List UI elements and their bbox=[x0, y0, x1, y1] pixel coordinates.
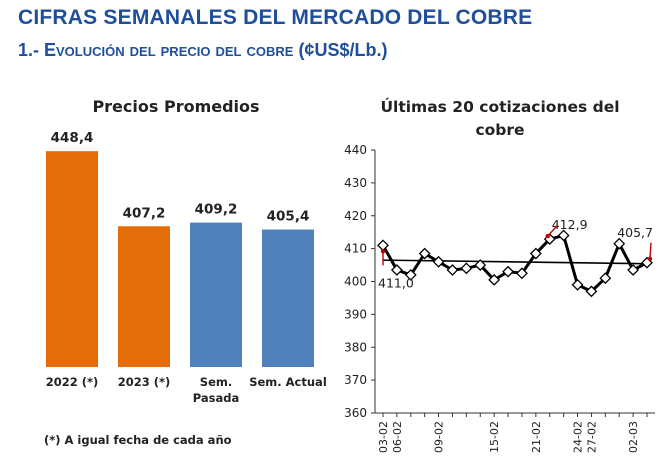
bar-value-label-2: 409,2 bbox=[195, 202, 238, 218]
bar-chart-average-prices: Precios Promedios 448,4 2022 (*) 407,2 2023… bbox=[44, 97, 327, 447]
bar-group: 448,4 2022 (*) 407,2 2023 (*) 409,2 Sem. Pasad… bbox=[46, 130, 327, 405]
data-point-19 bbox=[641, 256, 653, 269]
x-tick-label-15-02: 15-02 bbox=[488, 421, 501, 453]
data-point-9 bbox=[502, 265, 514, 278]
y-tick-label-410: 410 bbox=[344, 242, 367, 256]
line-chart-axes: 360 370 380 390 400 410 420 430 440 03-02 06-02 09-… bbox=[344, 143, 655, 453]
data-point-10 bbox=[516, 267, 528, 280]
annotation-label-0: 411,0 bbox=[378, 275, 414, 290]
bar-category-label-1-0: 2023 (*) bbox=[118, 375, 171, 389]
subtitle-body: volución del precio del cobre bbox=[56, 40, 294, 60]
data-point-2 bbox=[404, 269, 417, 281]
x-tick-label-06-02: 06-02 bbox=[391, 421, 404, 453]
bar-value-label-0: 448,4 bbox=[51, 130, 94, 146]
data-point-11 bbox=[529, 247, 542, 260]
annotation-label-1: 412,9 bbox=[552, 217, 588, 232]
data-point-17 bbox=[613, 237, 626, 250]
annotation-arrow-2 bbox=[649, 242, 652, 259]
subtitle-prefix: 1.- E bbox=[18, 40, 57, 60]
y-tick-label-440: 440 bbox=[344, 143, 367, 157]
data-point-7 bbox=[474, 259, 487, 271]
annotation-arrow-1 bbox=[547, 224, 559, 237]
page-subtitle: 1.- Evolución del precio del cobre (¢US$… bbox=[18, 40, 387, 61]
y-tick-label-420: 420 bbox=[344, 209, 367, 223]
data-point-14 bbox=[571, 278, 584, 291]
x-tick-label-03-02: 03-02 bbox=[377, 421, 390, 453]
y-tick-label-390: 390 bbox=[344, 307, 367, 321]
bar-chart-title: Precios Promedios bbox=[92, 97, 259, 116]
data-point-8 bbox=[488, 273, 501, 286]
x-tick-label-21-02: 21-02 bbox=[530, 421, 543, 453]
x-tick-label-02-03: 02-03 bbox=[627, 421, 640, 453]
annotation-arrow-head-1 bbox=[545, 233, 550, 239]
bar-category-label-2-0: Sem. bbox=[200, 375, 232, 389]
annotation-label-2: 405,7 bbox=[617, 225, 653, 240]
data-point-12 bbox=[543, 233, 556, 246]
line-chart-title-line-2: cobre bbox=[475, 121, 524, 139]
x-tick-label-09-02: 09-02 bbox=[433, 421, 446, 453]
y-tick-label-430: 430 bbox=[344, 176, 367, 190]
y-tick-label-400: 400 bbox=[344, 275, 367, 289]
bar-3 bbox=[262, 229, 314, 367]
page-title: CIFRAS SEMANALES DEL MERCADO DEL COBRE bbox=[18, 6, 533, 29]
bar-1 bbox=[118, 226, 170, 367]
x-tick-label-27-02: 27-02 bbox=[585, 421, 598, 453]
bar-category-label-0-0: 2022 (*) bbox=[46, 375, 99, 389]
bar-category-label-2-1: Pasada bbox=[193, 391, 239, 405]
data-point-4 bbox=[432, 255, 445, 268]
y-tick-label-360: 360 bbox=[344, 406, 367, 420]
subtitle-unit: (¢US$/Lb.) bbox=[298, 40, 388, 60]
bar-value-label-3: 405,4 bbox=[267, 209, 310, 225]
bar-chart-note: (*) A igual fecha de cada año bbox=[44, 433, 232, 447]
bar-category-label-3-0: Sem. Actual bbox=[249, 375, 327, 389]
trend-line bbox=[382, 259, 648, 265]
data-point-13 bbox=[557, 229, 570, 242]
data-point-0 bbox=[377, 239, 389, 252]
data-point-6 bbox=[460, 262, 473, 275]
data-point-15 bbox=[585, 285, 598, 298]
bar-value-label-1: 407,2 bbox=[123, 205, 166, 221]
y-tick-label-370: 370 bbox=[344, 373, 367, 387]
annotation-arrow-head-0 bbox=[380, 249, 386, 254]
annotation-arrow-head-2 bbox=[647, 256, 653, 261]
bar-2 bbox=[190, 222, 242, 367]
line-chart-marks: 411,0 412,9 405,7 bbox=[377, 217, 653, 298]
data-point-16 bbox=[599, 272, 612, 285]
line-chart-title-line-1: Últimas 20 cotizaciones del bbox=[380, 97, 619, 116]
data-point-5 bbox=[446, 264, 459, 276]
data-point-18 bbox=[627, 264, 640, 276]
data-point-3 bbox=[418, 247, 431, 260]
y-tick-label-380: 380 bbox=[344, 340, 367, 354]
bar-0 bbox=[46, 151, 98, 367]
data-point-1 bbox=[390, 264, 403, 276]
x-tick-label-24-02: 24-02 bbox=[572, 421, 585, 453]
price-series-line bbox=[381, 233, 648, 293]
